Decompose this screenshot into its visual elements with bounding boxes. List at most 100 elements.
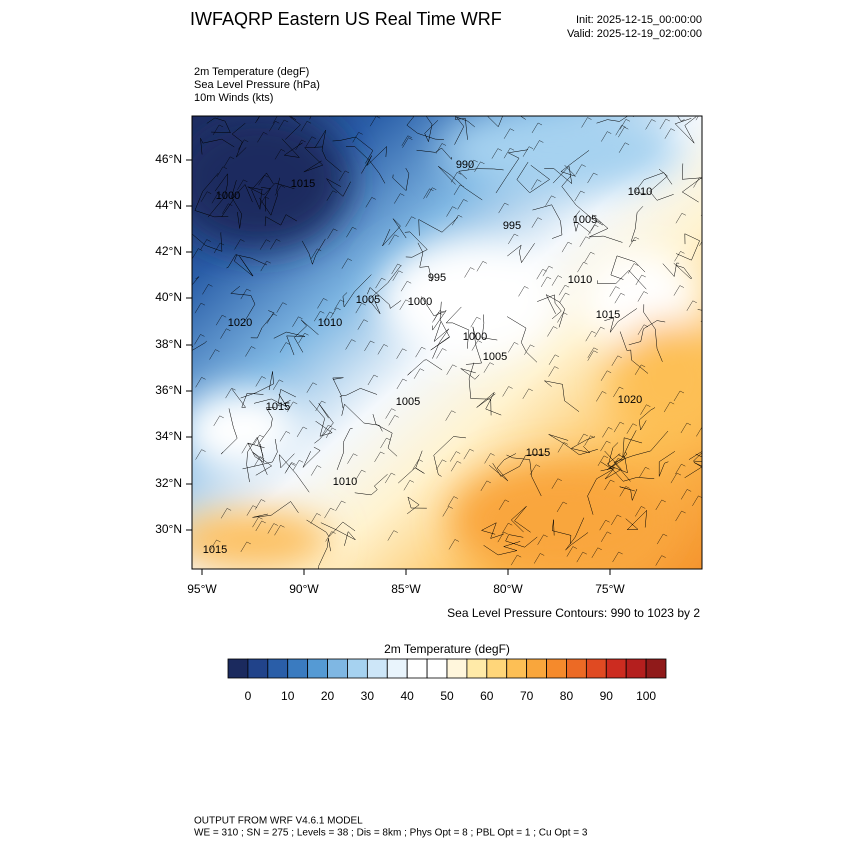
wind-barb xyxy=(557,442,569,453)
wind-barb xyxy=(238,139,249,150)
wind-barb xyxy=(341,258,352,269)
wind-barb xyxy=(686,300,697,311)
wind-barb xyxy=(474,161,485,172)
wind-barb xyxy=(258,175,269,186)
field-label: Sea Level Pressure (hPa) xyxy=(194,79,320,91)
wind-barb xyxy=(591,220,602,231)
wind-barb xyxy=(194,302,206,314)
contour-label: 1010 xyxy=(333,476,357,488)
colorbar-tick-label: 50 xyxy=(440,689,454,703)
boundary-line xyxy=(573,210,591,234)
boundary-line xyxy=(250,310,275,339)
wind-barb xyxy=(531,122,543,134)
wind-barb xyxy=(380,437,391,449)
boundary-line xyxy=(596,116,634,124)
wind-barb xyxy=(269,120,280,132)
boundary-line xyxy=(285,116,301,140)
wind-barb xyxy=(256,116,261,122)
wind-barb xyxy=(613,421,625,433)
wind-barb xyxy=(405,216,416,227)
colorbar-tick-label: 0 xyxy=(245,689,252,703)
boundary-line xyxy=(256,407,276,447)
wind-barb xyxy=(324,507,335,519)
wind-barb xyxy=(292,316,303,327)
colorbar-tick-label: 30 xyxy=(361,689,375,703)
boundary-line xyxy=(510,505,531,533)
wind-barb xyxy=(601,531,612,542)
wind-barb xyxy=(347,453,358,464)
colorbar-box xyxy=(585,658,607,679)
contour-label: 1015 xyxy=(291,178,315,190)
wind-barb xyxy=(548,366,559,377)
wind-barb xyxy=(394,193,405,204)
wind-barb xyxy=(534,553,545,564)
wind-barb xyxy=(396,378,407,390)
wind-barb xyxy=(402,137,413,148)
wind-barb xyxy=(274,149,286,160)
wind-barb xyxy=(335,500,346,512)
boundary-line xyxy=(560,150,590,177)
boundary-line xyxy=(607,453,655,482)
contour-label: 995 xyxy=(503,220,521,232)
colorbar-box xyxy=(546,658,567,679)
wind-barb xyxy=(212,124,224,136)
boundary-line xyxy=(565,517,589,551)
boundary-line xyxy=(561,175,604,226)
boundary-line xyxy=(537,294,562,320)
wind-barb xyxy=(635,274,646,286)
boundary-line xyxy=(587,461,614,515)
wind-barb xyxy=(597,455,609,466)
boundary-line xyxy=(684,462,702,479)
wind-barb xyxy=(266,313,277,324)
wind-barb xyxy=(503,128,515,139)
wind-barb xyxy=(483,362,494,373)
wind-barb xyxy=(274,185,286,196)
wind-barb xyxy=(635,506,646,517)
boundary-line xyxy=(277,389,296,407)
wind-barb xyxy=(581,117,592,128)
wind-barb xyxy=(574,190,585,202)
wind-barb xyxy=(209,349,220,360)
wind-barb xyxy=(531,217,542,228)
wind-barb xyxy=(426,187,437,198)
wind-barb xyxy=(637,324,649,335)
wind-barb xyxy=(502,386,513,397)
boundary-line xyxy=(230,286,256,322)
wind-barb xyxy=(245,346,256,357)
colorbar-box xyxy=(366,658,388,679)
colorbar-tick-label: 60 xyxy=(480,689,494,703)
wind-barb xyxy=(329,116,330,117)
wind-barb xyxy=(463,448,474,460)
wind-barb xyxy=(300,120,312,132)
wind-barb xyxy=(215,314,227,326)
wind-barb xyxy=(400,280,412,292)
boundary-line xyxy=(392,167,410,192)
wind-barb xyxy=(317,298,328,309)
boundary-line xyxy=(206,117,231,134)
boundary-line xyxy=(628,320,666,346)
contour-label: 1010 xyxy=(568,274,592,286)
boundary-line xyxy=(505,534,538,548)
wind-barb xyxy=(346,227,357,238)
footer-line: WE = 310 ; SN = 275 ; Levels = 38 ; Dis … xyxy=(194,828,588,839)
boundary-line xyxy=(192,276,200,286)
boundary-line xyxy=(437,165,483,201)
boundary-line xyxy=(253,394,289,411)
wind-barb xyxy=(338,170,350,181)
wind-barb xyxy=(619,486,630,497)
wind-barb xyxy=(531,179,542,190)
wind-barb xyxy=(508,342,519,353)
boundary-line xyxy=(421,296,447,331)
boundary-line xyxy=(468,362,492,416)
wind-barb xyxy=(476,261,487,272)
boundary-line xyxy=(194,173,229,218)
wind-barb xyxy=(545,195,556,206)
wind-barb xyxy=(220,508,232,519)
boundary-line xyxy=(673,262,693,280)
wind-barb xyxy=(579,236,590,247)
wind-barb xyxy=(556,501,568,513)
wind-barb xyxy=(604,479,615,491)
lon-label: 80°W xyxy=(493,582,523,596)
wind-barb xyxy=(447,496,458,507)
wind-barb xyxy=(480,480,491,491)
